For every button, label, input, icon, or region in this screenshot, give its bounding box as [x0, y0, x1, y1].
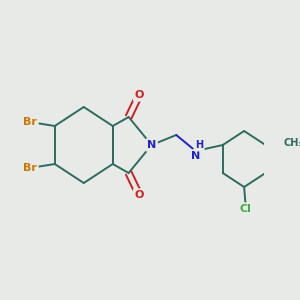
Text: Br: Br [23, 117, 37, 127]
Text: O: O [134, 190, 144, 200]
Text: N: N [191, 151, 200, 161]
Text: N: N [147, 140, 156, 150]
Text: Br: Br [23, 163, 37, 173]
Text: CH₃: CH₃ [284, 138, 300, 148]
Text: H: H [195, 140, 203, 150]
Text: Cl: Cl [240, 204, 252, 214]
Text: O: O [134, 90, 144, 100]
